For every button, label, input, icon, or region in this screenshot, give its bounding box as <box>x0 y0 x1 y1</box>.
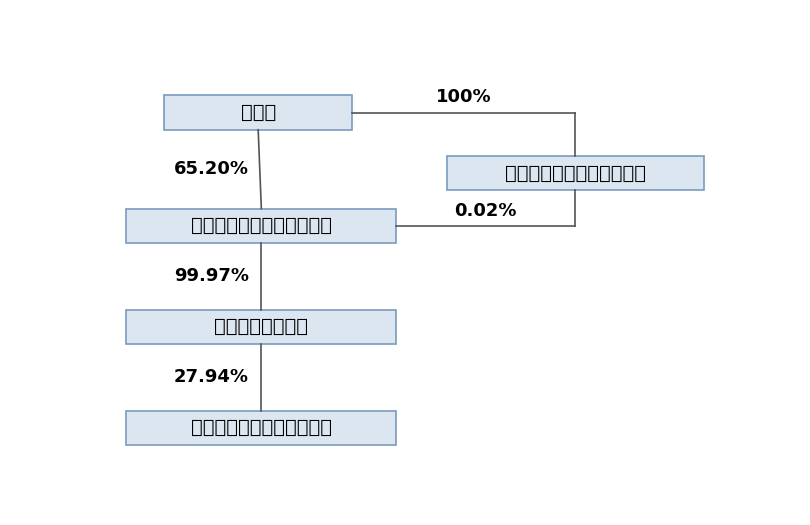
Text: 贾志宏: 贾志宏 <box>241 103 276 122</box>
Text: 襄阳汽车轴承股份有限公司: 襄阳汽车轴承股份有限公司 <box>191 418 332 437</box>
Text: 0.02%: 0.02% <box>454 202 517 219</box>
Text: 99.97%: 99.97% <box>174 267 249 285</box>
Text: 武汉金凰实业集团有限公司: 武汉金凰实业集团有限公司 <box>191 216 332 235</box>
FancyBboxPatch shape <box>126 411 396 445</box>
Text: 武汉金凰珠宝股份有限公司: 武汉金凰珠宝股份有限公司 <box>505 164 646 183</box>
FancyBboxPatch shape <box>446 156 704 191</box>
FancyBboxPatch shape <box>126 310 396 344</box>
Text: 三环集团有限公司: 三环集团有限公司 <box>215 317 309 337</box>
FancyBboxPatch shape <box>126 208 396 243</box>
Text: 100%: 100% <box>436 88 492 107</box>
Text: 65.20%: 65.20% <box>174 160 249 178</box>
Text: 27.94%: 27.94% <box>174 369 249 386</box>
FancyBboxPatch shape <box>164 96 352 130</box>
